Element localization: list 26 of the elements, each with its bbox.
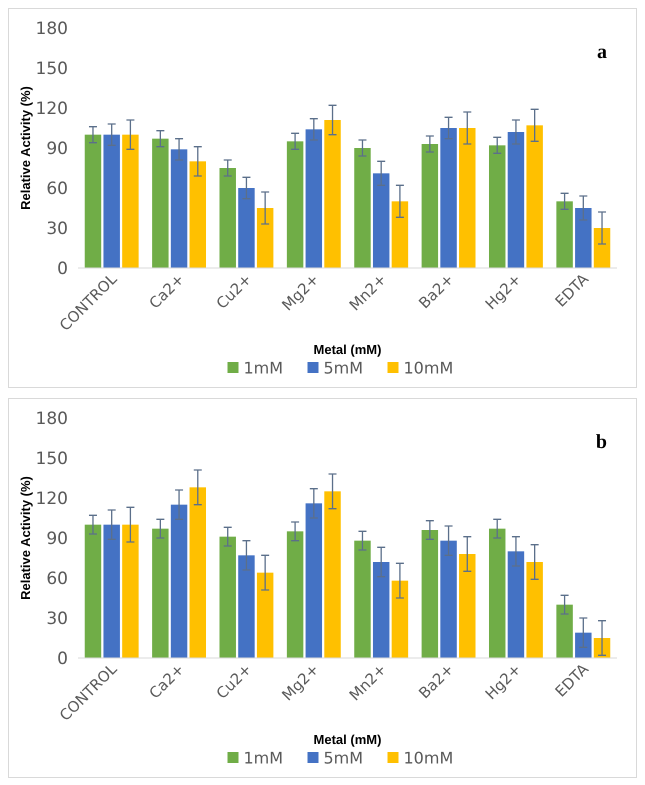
y-tick-label: 60	[46, 568, 68, 589]
y-tick-label: 0	[57, 648, 68, 669]
legend-label: 10mM	[404, 748, 454, 768]
y-tick-label: 120	[36, 98, 68, 119]
y-tick-label: 30	[46, 218, 68, 239]
y-tick-label: 150	[36, 448, 68, 469]
legend-label: 10mM	[404, 358, 454, 378]
y-axis-title: Relative Activity (%)	[18, 476, 33, 600]
y-tick-label: 30	[46, 608, 68, 629]
y-tick-label: 60	[46, 178, 68, 199]
y-tick-label: 90	[46, 528, 68, 549]
y-tick-label: 180	[36, 408, 68, 429]
y-tick-label: 180	[36, 18, 68, 39]
legend-label: 1mM	[244, 748, 284, 768]
legend-label: 1mM	[244, 358, 284, 378]
y-tick-label: 90	[46, 138, 68, 159]
y-tick-label: 0	[57, 258, 68, 279]
annotation: b	[596, 431, 607, 453]
legend-label: 5mM	[324, 358, 364, 378]
legend-label: 5mM	[324, 748, 364, 768]
y-tick-label: 120	[36, 488, 68, 509]
y-axis-title: Relative Activity (%)	[18, 86, 33, 210]
y-tick-label: 150	[36, 58, 68, 79]
annotation: a	[597, 41, 607, 63]
x-axis-title: Metal (mM)	[314, 342, 382, 357]
x-axis-title: Metal (mM)	[314, 732, 382, 747]
